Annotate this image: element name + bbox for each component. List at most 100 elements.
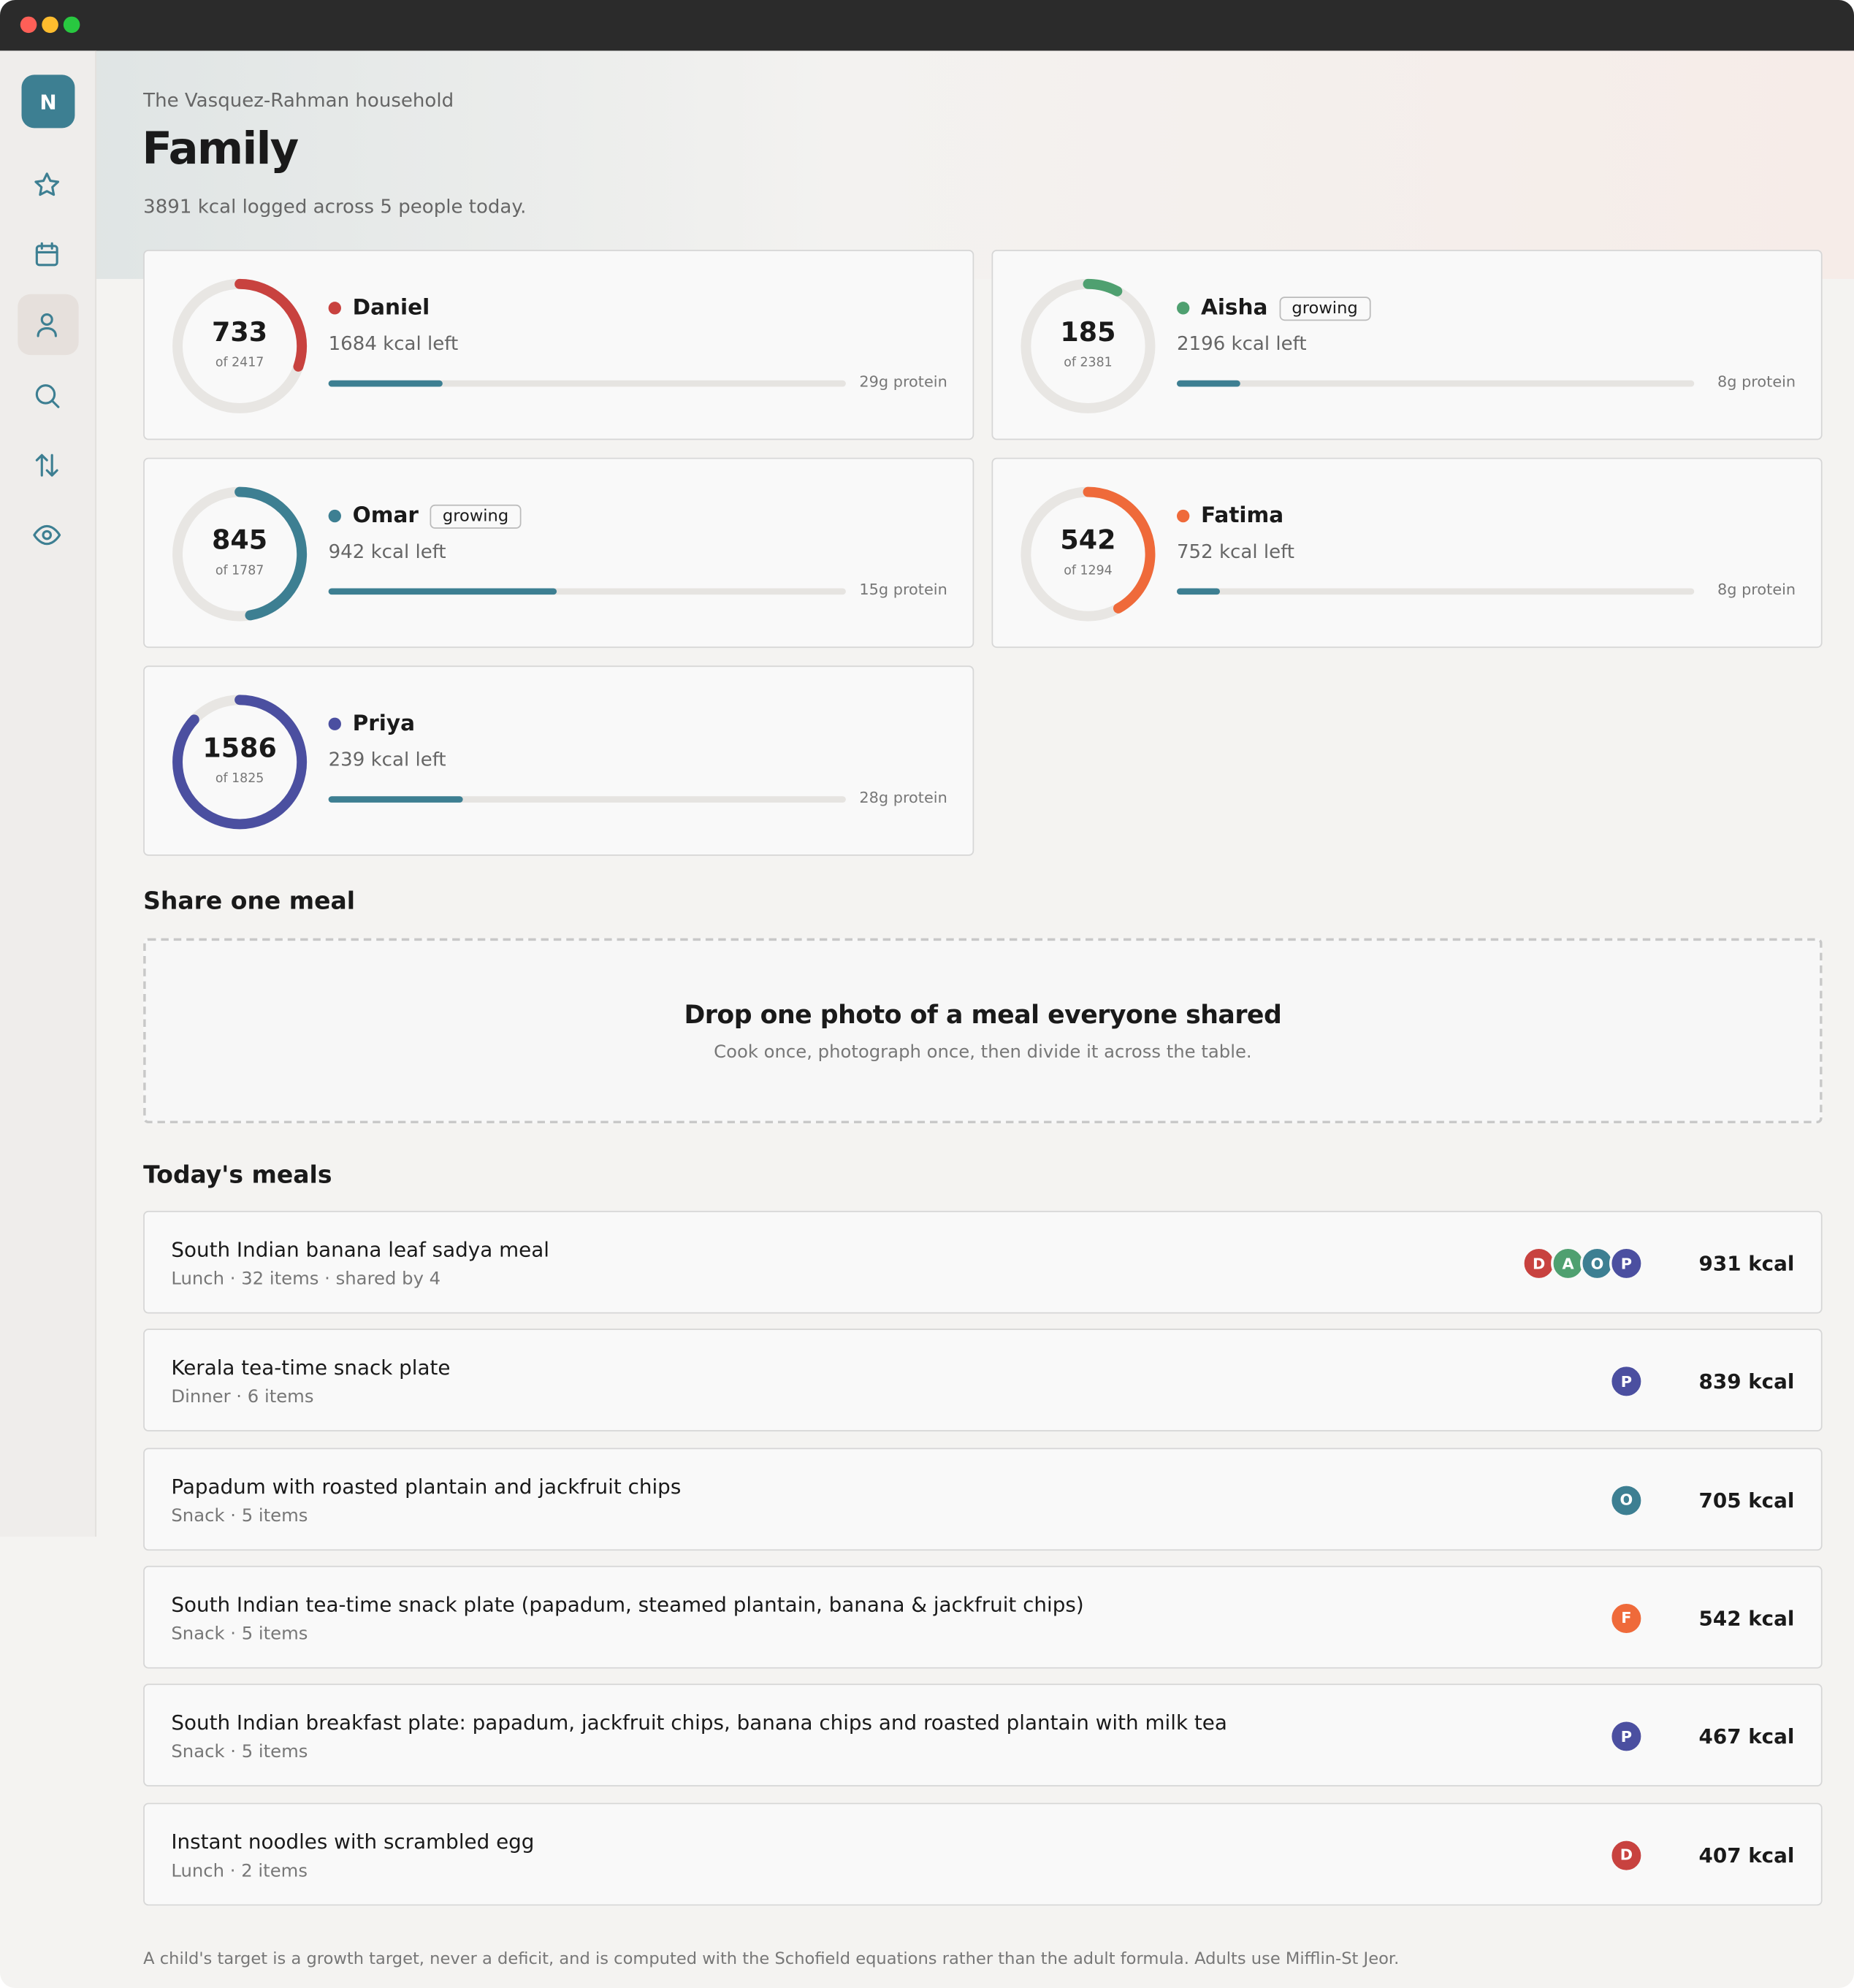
calendar-icon[interactable] (31, 240, 62, 270)
close-button[interactable] (20, 16, 37, 34)
calorie-ring (172, 695, 308, 830)
person-color-dot (1176, 509, 1190, 523)
calorie-ring (1021, 486, 1156, 622)
title-bar (0, 0, 1854, 51)
meal-name: South Indian breakfast plate: papadum, j… (171, 1710, 1227, 1735)
drop-text: Cook once, photograph once, then divide … (714, 1041, 1252, 1063)
search-icon[interactable] (31, 381, 62, 411)
person-color-dot (328, 302, 341, 315)
ring-progress (1021, 278, 1156, 413)
meal-name: Papadum with roasted plantain and jackfr… (171, 1474, 682, 1499)
diner-avatar: P (1609, 1246, 1644, 1281)
person-name: Aisha (1200, 295, 1268, 321)
protein: 8g protein (1717, 581, 1796, 599)
person-card[interactable]: 185 of 2381 Aisha growing 2196 kcal left 8g p… (991, 249, 1823, 440)
target-kcal: of 2381 (1064, 356, 1113, 370)
person-header: Omar growing (328, 503, 522, 529)
person-card[interactable]: 1586 of 1825 Priya 239 kcal left 28g protein (143, 665, 974, 856)
diner-avatar: D (1522, 1246, 1557, 1281)
person-card[interactable]: 542 of 1294 Fatima 752 kcal left 8g protein (991, 457, 1823, 649)
meal-name: South Indian banana leaf sadya meal (171, 1237, 549, 1262)
protein-track (328, 588, 846, 595)
page-title: Family (142, 124, 299, 175)
person-color-dot (328, 717, 341, 730)
meal-row[interactable]: South Indian tea-time snack plate (papad… (143, 1565, 1823, 1669)
calorie-ring (172, 486, 308, 622)
protein-track (1176, 588, 1695, 595)
meal-row[interactable]: South Indian breakfast plate: papadum, j… (143, 1683, 1823, 1787)
diner-avatars: D (1609, 1838, 1644, 1873)
sort-icon[interactable] (31, 450, 62, 481)
consumed-kcal: 1586 (202, 733, 277, 764)
person-card[interactable]: 845 of 1787 Omar growing 942 kcal left 15g pr… (143, 457, 974, 649)
kcal-left: 942 kcal left (328, 540, 446, 563)
person-header: Aisha growing (1176, 295, 1371, 321)
person-header: Daniel (328, 295, 430, 321)
consumed-kcal: 733 (212, 316, 268, 348)
diner-avatars: F (1609, 1601, 1644, 1636)
meal-row[interactable]: Instant noodles with scrambled egg Lunch … (143, 1802, 1823, 1905)
meal-row[interactable]: Papadum with roasted plantain and jackfr… (143, 1447, 1823, 1551)
user-avatar[interactable]: N (21, 74, 75, 129)
section-title: Today's meals (143, 1161, 332, 1190)
meal-name: Instant noodles with scrambled egg (171, 1829, 535, 1854)
meal-kcal: 407 kcal (1698, 1843, 1795, 1867)
photo-drop-zone[interactable]: Drop one photo of a meal everyone shared… (143, 938, 1823, 1124)
meal-name: South Indian tea-time snack plate (papad… (171, 1592, 1084, 1617)
zoom-button[interactable] (63, 16, 80, 34)
diner-avatar: P (1609, 1364, 1644, 1399)
protein: 29g protein (859, 372, 947, 391)
person-name: Daniel (352, 295, 430, 321)
visibility-icon[interactable] (31, 520, 62, 551)
meal-row[interactable]: South Indian banana leaf sadya meal Lunch… (143, 1210, 1823, 1314)
calorie-ring (1021, 278, 1156, 413)
diner-avatars: O (1609, 1483, 1644, 1518)
protein-bar (1176, 588, 1221, 595)
ring-progress (172, 486, 308, 622)
meal-meta: Snack · 5 items (171, 1742, 308, 1763)
favorites-icon[interactable] (31, 170, 62, 201)
diner-avatars: P (1609, 1364, 1644, 1399)
consumed-kcal: 185 (1060, 316, 1116, 348)
meal-row[interactable]: Kerala tea-time snack plate Dinner · 6 it… (143, 1328, 1823, 1432)
protein-track (1176, 380, 1695, 387)
kcal-left: 2196 kcal left (1176, 332, 1307, 356)
meal-kcal: 542 kcal (1698, 1606, 1795, 1631)
family-icon[interactable] (31, 310, 62, 340)
person-name: Fatima (1200, 503, 1284, 529)
calorie-ring (172, 278, 308, 413)
protein-track (328, 380, 846, 387)
footer-note: A child's target is a growth target, nev… (143, 1949, 1400, 1969)
protein: 28g protein (859, 788, 947, 807)
kcal-left: 239 kcal left (328, 748, 446, 771)
consumed-kcal: 845 (212, 524, 268, 556)
ring-progress (1021, 486, 1156, 622)
protein-track (328, 796, 846, 803)
protein-bar (328, 380, 443, 387)
person-name: Priya (352, 711, 416, 737)
target-kcal: of 1787 (215, 564, 264, 578)
meal-meta: Lunch · 32 items · shared by 4 (171, 1269, 441, 1290)
ring-progress (172, 695, 308, 830)
person-header: Fatima (1176, 503, 1284, 529)
protein-bar (1176, 380, 1240, 387)
target-kcal: of 2417 (215, 356, 264, 370)
person-name: Omar (352, 503, 419, 529)
meal-kcal: 839 kcal (1698, 1369, 1795, 1394)
meal-kcal: 467 kcal (1698, 1724, 1795, 1749)
protein: 15g protein (859, 581, 947, 599)
person-color-dot (1176, 302, 1190, 315)
minimize-button[interactable] (42, 16, 58, 34)
meal-meta: Lunch · 2 items (171, 1860, 308, 1881)
diner-avatar: A (1551, 1246, 1585, 1281)
person-card[interactable]: 733 of 2417 Daniel 1684 kcal left 29g protei… (143, 249, 974, 440)
consumed-kcal: 542 (1060, 524, 1116, 556)
section-title: Share one meal (143, 887, 356, 916)
meal-meta: Snack · 5 items (171, 1505, 308, 1526)
sidebar (0, 50, 96, 1537)
growth-tag: growing (430, 504, 522, 529)
person-color-dot (328, 509, 341, 523)
